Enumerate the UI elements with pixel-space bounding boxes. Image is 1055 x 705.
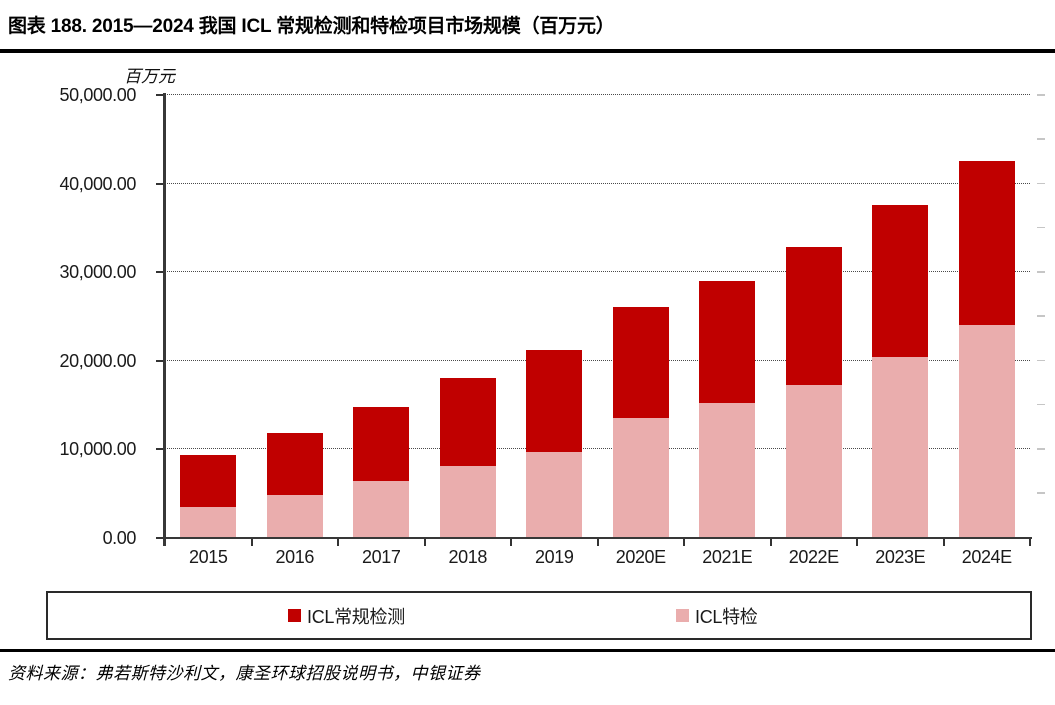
right-minor-tick bbox=[1037, 315, 1045, 317]
y-axis-unit-label: 百万元 bbox=[124, 67, 175, 86]
bar-segment-icl-regular-testing bbox=[872, 204, 929, 357]
bar-segment-icl-special-testing bbox=[526, 451, 583, 538]
bar-segment-icl-special-testing bbox=[439, 465, 496, 538]
bar-segment-icl-special-testing bbox=[958, 325, 1015, 538]
gridline-10000 bbox=[165, 448, 1030, 449]
x-axis-label: 2019 bbox=[535, 546, 574, 567]
bar-segment-icl-special-testing bbox=[612, 418, 669, 538]
gridline-50000 bbox=[165, 94, 1030, 95]
bar-segment-icl-special-testing bbox=[266, 495, 323, 538]
bar-segment-icl-regular-testing bbox=[439, 378, 496, 466]
x-axis-label: 2023E bbox=[875, 546, 926, 567]
bar-segment-icl-regular-testing bbox=[785, 247, 842, 386]
x-axis-tick bbox=[769, 537, 772, 546]
right-minor-tick bbox=[1037, 403, 1045, 406]
bar-segment-icl-regular-testing bbox=[266, 433, 323, 495]
legend-swatch-regular bbox=[288, 609, 301, 622]
y-axis-label: 30,000.00 bbox=[59, 262, 137, 282]
bar-segment-icl-regular-testing bbox=[180, 455, 237, 508]
gridline-20000 bbox=[165, 359, 1030, 361]
bar-segment-icl-special-testing bbox=[353, 480, 410, 538]
x-axis-label: 2015 bbox=[189, 546, 228, 567]
x-axis-label: 2016 bbox=[275, 546, 315, 567]
x-axis-tick bbox=[250, 537, 253, 546]
y-axis-tick bbox=[156, 536, 165, 539]
x-axis-label: 2017 bbox=[362, 546, 401, 567]
legend-item-icl-special-testing: ICL特检 bbox=[676, 593, 758, 638]
bar-segment-icl-special-testing bbox=[785, 385, 842, 538]
legend-label-special: ICL特检 bbox=[695, 606, 758, 627]
y-axis-label: 10,000.00 bbox=[59, 439, 137, 459]
title-underline bbox=[0, 49, 1055, 53]
y-axis-tick bbox=[156, 271, 165, 273]
x-axis-label: 2024E bbox=[961, 546, 1012, 567]
y-axis-label: 0.00 bbox=[102, 527, 137, 548]
legend-label-regular: ICL常规检测 bbox=[307, 606, 405, 627]
y-axis-label: 20,000.00 bbox=[59, 350, 137, 371]
right-minor-tick bbox=[1037, 359, 1045, 361]
legend-swatch-special bbox=[676, 609, 689, 622]
gridline-30000 bbox=[165, 271, 1030, 272]
x-axis-tick bbox=[596, 537, 599, 546]
x-axis-line bbox=[163, 536, 1032, 539]
bar-segment-icl-special-testing bbox=[180, 507, 237, 538]
source-note: 资料来源：弗若斯特沙利文，康圣环球招股说明书，中银证券 bbox=[8, 664, 481, 683]
right-minor-tick bbox=[1037, 94, 1045, 96]
x-axis-label: 2022E bbox=[788, 546, 839, 567]
bar-segment-icl-special-testing bbox=[872, 356, 929, 538]
x-axis-tick bbox=[1029, 537, 1031, 546]
y-axis-tick bbox=[156, 182, 165, 185]
bar-segment-icl-regular-testing bbox=[958, 161, 1015, 326]
y-axis-label: 40,000.00 bbox=[59, 173, 137, 194]
chart-legend: ICL常规检测 ICL特检 bbox=[46, 591, 1032, 640]
bar-segment-icl-regular-testing bbox=[526, 349, 583, 452]
x-axis-label: 2020E bbox=[615, 546, 666, 567]
y-axis-tick bbox=[156, 94, 165, 96]
right-minor-tick bbox=[1037, 271, 1045, 273]
bar-segment-icl-special-testing bbox=[699, 402, 756, 538]
y-axis-tick bbox=[156, 448, 165, 450]
y-axis-line bbox=[163, 93, 166, 546]
right-minor-tick bbox=[1037, 138, 1045, 140]
y-axis-label: 50,000.00 bbox=[59, 85, 137, 105]
x-axis-label: 2018 bbox=[448, 546, 488, 567]
bar-segment-icl-regular-testing bbox=[612, 306, 669, 418]
x-axis-tick bbox=[942, 537, 945, 546]
footer-divider bbox=[0, 649, 1055, 652]
figure-title: 图表 188. 2015—2024 我国 ICL 常规检测和特检项目市场规模（百… bbox=[8, 16, 615, 37]
gridline-40000 bbox=[165, 182, 1030, 184]
x-axis-tick bbox=[683, 537, 685, 546]
x-axis-tick bbox=[510, 537, 512, 546]
bar-segment-icl-regular-testing bbox=[353, 406, 410, 481]
legend-item-icl-regular-testing: ICL常规检测 bbox=[288, 593, 405, 638]
right-minor-tick bbox=[1037, 226, 1045, 229]
right-minor-tick bbox=[1037, 448, 1045, 450]
right-minor-tick bbox=[1037, 492, 1045, 494]
x-axis-label: 2021E bbox=[702, 546, 753, 567]
right-minor-tick bbox=[1037, 182, 1045, 184]
x-axis-tick bbox=[423, 537, 426, 546]
bar-segment-icl-regular-testing bbox=[699, 280, 756, 403]
x-axis-tick bbox=[337, 537, 339, 546]
y-axis-tick bbox=[156, 359, 165, 362]
x-axis-tick bbox=[856, 537, 858, 546]
stacked-bar-chart: 百万元 0.00 10,000.00 20,000.00 30,000.00 40,00… bbox=[59, 67, 1045, 567]
